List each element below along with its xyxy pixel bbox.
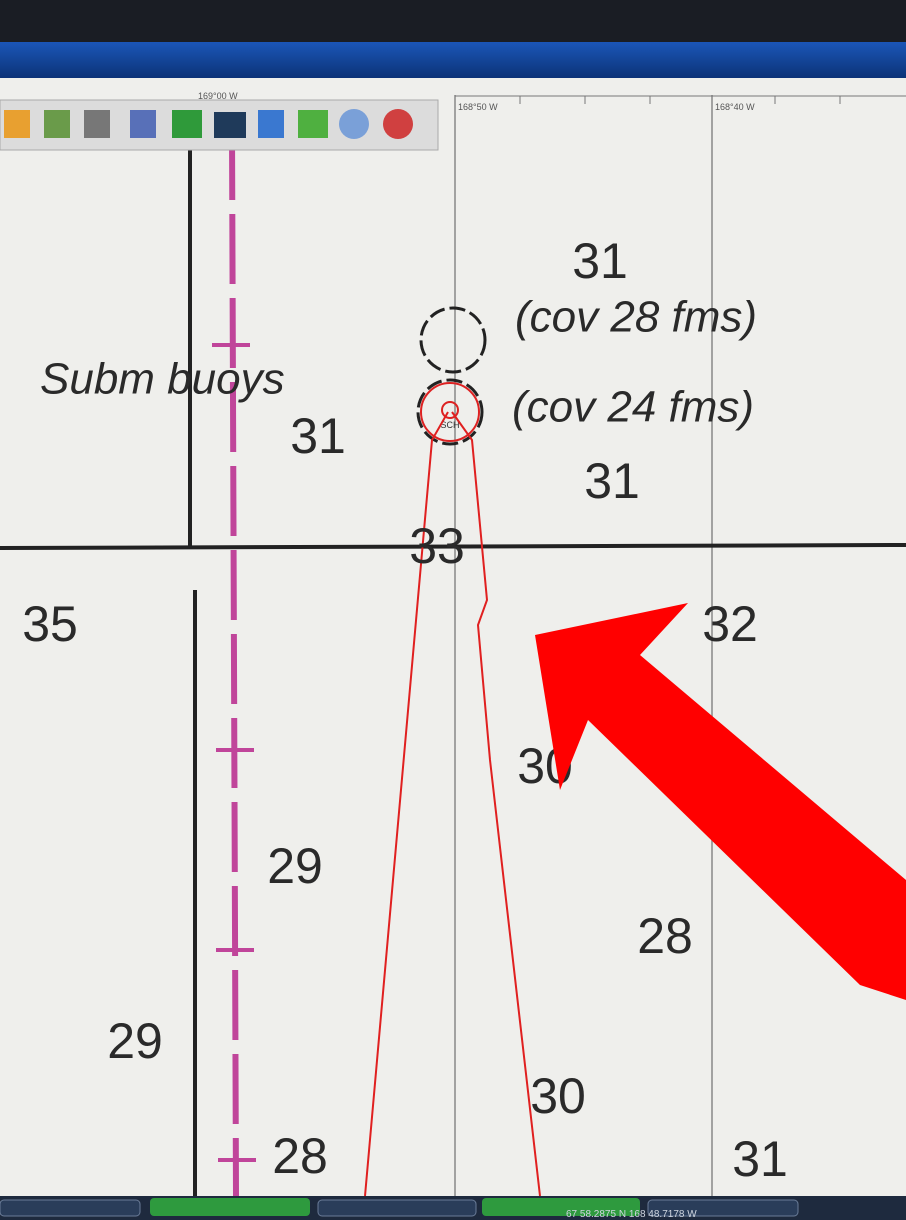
sounding: 31 [290,408,346,464]
buoy-circle [419,306,487,374]
annotation-arrow [535,603,906,1000]
toolbar-icons[interactable] [4,109,413,139]
buoy-circle [416,378,484,446]
longitude-label: 169°00 W [198,91,238,101]
tool-button[interactable] [339,109,369,139]
status-cell [647,1199,799,1217]
tool-button[interactable] [130,110,156,138]
status-cell [482,1198,640,1216]
title-bar [0,42,906,82]
sounding: 29 [267,838,323,894]
longitude-label: 168°50 W [458,102,498,112]
scale-ticks [455,95,906,104]
sounding: 28 [637,908,693,964]
note-label: (cov 28 fms) [515,293,757,342]
sounding: 33 [409,518,465,574]
status-cell [150,1198,310,1216]
sounding: 28 [272,1128,328,1184]
sounding: 31 [584,453,640,509]
tool-button[interactable] [258,110,284,138]
chart-area [0,78,906,1196]
tool-button[interactable] [214,112,246,138]
position-readout: 67 58.2875 N 168 48.7178 W [566,1209,697,1220]
magenta-limit [229,129,239,1197]
sounding: 32 [702,596,758,652]
track [364,411,449,1197]
sounding: 31 [572,233,628,289]
soundings: 31 31 31 33 35 32 30 29 28 29 30 28 31 [22,233,788,1187]
symbol-label: SCH [440,420,459,430]
status-cell [317,1199,477,1217]
tool-button[interactable] [383,109,413,139]
sounding: 31 [732,1131,788,1187]
sounding: 29 [107,1013,163,1069]
ticks [212,343,256,1162]
tool-button[interactable] [44,110,70,138]
sounding: 30 [530,1068,586,1124]
buoy-circle [420,382,480,442]
tool-button[interactable] [298,110,328,138]
feature-label: Subm buoys [40,355,285,404]
longitude-label: 168°40 W [715,102,755,112]
sounding: 35 [22,596,78,652]
tool-button[interactable] [4,110,30,138]
parallel [0,543,906,550]
tool-button[interactable] [84,110,110,138]
tool-button[interactable] [172,110,202,138]
status-cell [0,1199,141,1217]
track [451,411,541,1197]
vessel [441,401,459,419]
bezel [0,0,906,45]
note-label: (cov 24 fms) [512,383,754,432]
